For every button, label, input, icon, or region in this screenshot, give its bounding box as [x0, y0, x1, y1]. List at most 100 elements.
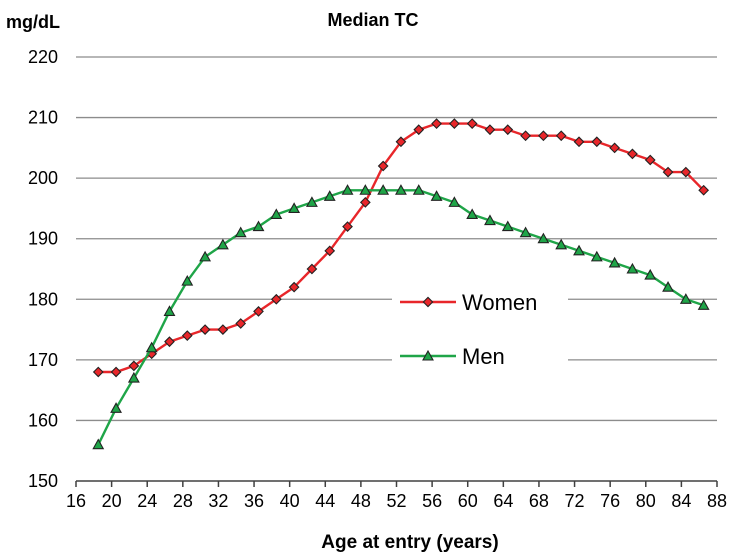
y-tick-label: 190: [28, 229, 58, 249]
data-point-men: [323, 190, 336, 201]
data-point-men: [626, 262, 639, 274]
data-point-women: [253, 306, 264, 317]
data-point-women: [359, 196, 371, 208]
y-tick-label: 180: [28, 289, 58, 309]
y-tick-label: 220: [28, 47, 58, 67]
x-tick-label: 20: [102, 491, 122, 511]
y-tick-label: 200: [28, 168, 58, 188]
data-point-women: [199, 324, 211, 335]
x-tick-label: 28: [173, 491, 193, 511]
data-point-men: [252, 220, 265, 232]
data-point-men: [608, 256, 621, 268]
data-point-women: [538, 130, 549, 142]
data-point-men: [537, 232, 550, 244]
data-point-women: [627, 148, 638, 160]
x-tick-label: 40: [280, 491, 300, 511]
data-point-men: [555, 238, 568, 250]
data-point-men: [163, 305, 176, 316]
x-tick-label: 44: [315, 491, 335, 511]
data-point-men: [466, 208, 479, 220]
data-point-men: [110, 402, 122, 413]
data-point-women: [502, 124, 514, 136]
y-tick-label: 160: [28, 410, 58, 430]
y-tick-labels: 150 160 170 180 190 200 210 220: [28, 47, 58, 491]
x-axis-label: Age at entry (years): [321, 532, 498, 553]
data-point-women: [413, 124, 425, 136]
legend-marker-men: [422, 349, 434, 361]
x-tick-label: 88: [707, 491, 727, 511]
legend-label-women: Women: [462, 290, 537, 315]
data-point-women: [555, 130, 567, 142]
data-point-women: [591, 136, 603, 148]
data-point-women: [662, 166, 674, 178]
data-point-men: [359, 184, 372, 195]
data-point-women: [270, 293, 282, 305]
data-point-men: [644, 268, 657, 280]
legend-entry-women: Women: [392, 280, 568, 320]
x-tick-label: 64: [493, 491, 513, 511]
data-point-women: [644, 154, 656, 166]
data-point-men: [679, 293, 692, 304]
data-point-men: [127, 371, 140, 383]
data-point-women: [306, 263, 318, 275]
x-tick-label: 36: [244, 491, 264, 511]
data-point-men: [590, 250, 603, 262]
data-point-women: [164, 336, 175, 348]
y-tick-label: 150: [28, 471, 58, 491]
data-point-men: [145, 341, 158, 353]
legend: Women Men: [392, 280, 568, 374]
x-tick-label: 52: [386, 491, 406, 511]
data-point-men: [234, 226, 247, 238]
legend-background: [392, 280, 568, 320]
data-point-men: [519, 226, 532, 238]
data-point-men: [377, 184, 390, 195]
data-point-women: [484, 124, 496, 136]
data-point-men: [395, 184, 407, 195]
data-point-women: [324, 245, 336, 257]
data-point-men: [181, 274, 194, 286]
x-tick-labels: 16 20 24 28 32 36 40 44 48 52 56 60 64 68 72 76 80 84 88: [66, 491, 727, 511]
data-point-men: [501, 220, 514, 232]
series-men: [92, 184, 710, 450]
data-point-women: [92, 366, 104, 378]
data-point-women: [128, 360, 140, 372]
data-point-women: [181, 330, 193, 342]
data-point-men: [199, 250, 212, 262]
data-point-women: [573, 136, 585, 148]
data-point-men: [288, 202, 301, 213]
chart-title: Median TC: [327, 10, 418, 30]
data-point-women: [395, 136, 407, 148]
x-tick-label: 76: [600, 491, 620, 511]
data-point-men: [216, 238, 229, 250]
data-point-women: [288, 281, 300, 293]
data-point-women: [110, 366, 122, 378]
data-point-women: [520, 130, 531, 142]
data-point-men: [573, 244, 585, 256]
data-point-women: [448, 118, 460, 130]
x-tick-label: 60: [458, 491, 478, 511]
x-tick-label: 72: [565, 491, 585, 511]
y-axis-unit-label: mg/dL: [6, 12, 60, 32]
data-point-women: [235, 318, 247, 329]
axes: [75, 480, 718, 487]
data-point-women: [609, 142, 620, 154]
data-point-women: [680, 166, 692, 178]
legend-label-men: Men: [462, 344, 505, 369]
data-point-men: [412, 184, 425, 195]
x-tick-label: 56: [422, 491, 442, 511]
data-point-men: [484, 214, 496, 226]
y-tick-label: 210: [28, 108, 58, 128]
data-point-men: [662, 281, 674, 292]
data-point-women: [698, 184, 710, 196]
data-point-men: [270, 208, 283, 220]
data-point-men: [92, 438, 105, 450]
data-point-men: [341, 184, 354, 195]
data-point-women: [431, 118, 442, 130]
x-tick-label: 68: [529, 491, 549, 511]
y-tick-label: 170: [28, 350, 58, 370]
x-tick-label: 24: [137, 491, 157, 511]
data-point-men: [697, 299, 710, 310]
x-tick-label: 80: [636, 491, 656, 511]
x-tick-label: 48: [351, 491, 371, 511]
